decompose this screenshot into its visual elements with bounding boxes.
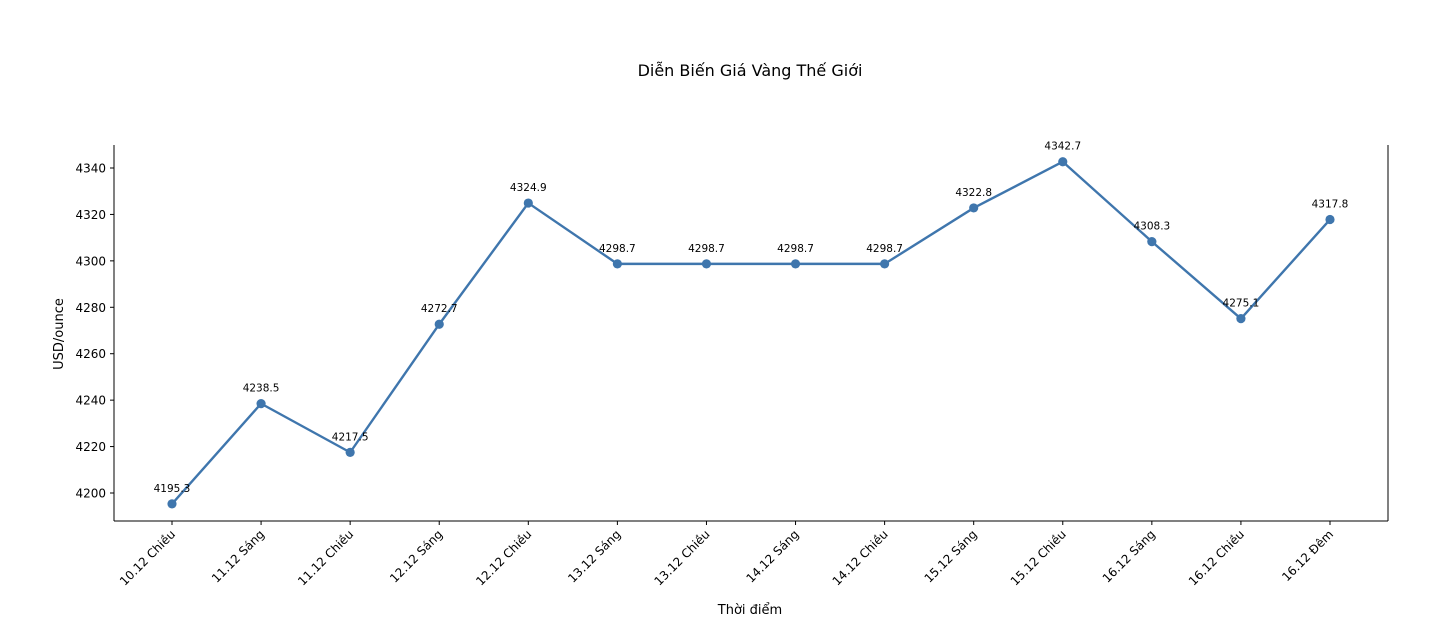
x-tick-label: 11.12 Sáng (209, 527, 267, 585)
data-label: 4317.8 (1312, 199, 1349, 211)
data-point (701, 259, 712, 269)
data-point (167, 499, 177, 509)
x-tick-label: 12.12 Chiều (473, 527, 534, 588)
y-tick-label: 4280 (75, 301, 106, 315)
data-point (880, 259, 890, 269)
data-point (790, 259, 801, 269)
y-axis-label: USD/ounce (52, 298, 67, 370)
x-axis-label: Thời điểm (717, 603, 782, 618)
data-labels: 4195.3 4238.5 4217.5 4272.7 4324.9 4298.7 4298… (154, 141, 1349, 495)
x-tick-label: 11.12 Chiều (295, 527, 356, 588)
data-point (969, 203, 979, 213)
x-tick-label: 10.12 Chiều (117, 527, 178, 588)
data-point (1325, 214, 1335, 225)
x-tick-label: 12.12 Sáng (387, 527, 445, 585)
data-point (1058, 157, 1068, 167)
y-tick-label: 4300 (75, 254, 106, 268)
y-tick-label: 4340 (75, 162, 106, 176)
data-point (1236, 314, 1246, 324)
data-point (256, 399, 266, 409)
y-tick-label: 4240 (75, 394, 106, 408)
data-label: 4298.7 (777, 243, 814, 255)
series (167, 157, 1335, 509)
data-label: 4322.8 (955, 187, 992, 199)
x-tick-label: 16.12 Chiều (1186, 527, 1247, 588)
axes (113, 145, 1389, 522)
y-tick-label: 4220 (75, 440, 106, 454)
data-label: 4308.3 (1133, 221, 1170, 233)
data-label: 4342.7 (1044, 141, 1081, 153)
data-label: 4272.7 (421, 303, 458, 315)
data-label: 4298.7 (599, 243, 636, 255)
x-tick-label: 15.12 Sáng (922, 527, 980, 585)
data-point (345, 447, 355, 457)
data-point (523, 198, 533, 208)
data-label: 4298.7 (866, 243, 903, 255)
y-tick-label: 4260 (75, 347, 106, 361)
x-tick-label: 13.12 Sáng (565, 527, 623, 585)
x-tick-label: 14.12 Chiều (830, 527, 891, 588)
y-tick-label: 4320 (75, 208, 106, 222)
data-label: 4324.9 (510, 182, 547, 194)
y-tick-label: 4200 (75, 487, 106, 501)
x-tick-label: 14.12 Sáng (743, 527, 801, 585)
x-tick-label: 15.12 Chiều (1008, 527, 1069, 588)
x-tick-label: 13.12 Chiều (651, 527, 712, 588)
data-point (434, 319, 444, 329)
data-point (1147, 236, 1157, 247)
x-tick-label: 16.12 Đêm (1279, 527, 1336, 584)
data-label: 4217.5 (332, 431, 369, 443)
data-label: 4238.5 (243, 383, 280, 395)
data-label: 4275.1 (1223, 298, 1260, 310)
series-line (171, 160, 1331, 505)
data-label: 4298.7 (688, 243, 725, 255)
data-label: 4195.3 (154, 483, 191, 495)
x-tick-label: 16.12 Sáng (1100, 527, 1158, 585)
data-point (612, 259, 622, 269)
chart-title: Diễn Biến Giá Vàng Thế Giới (638, 61, 863, 80)
